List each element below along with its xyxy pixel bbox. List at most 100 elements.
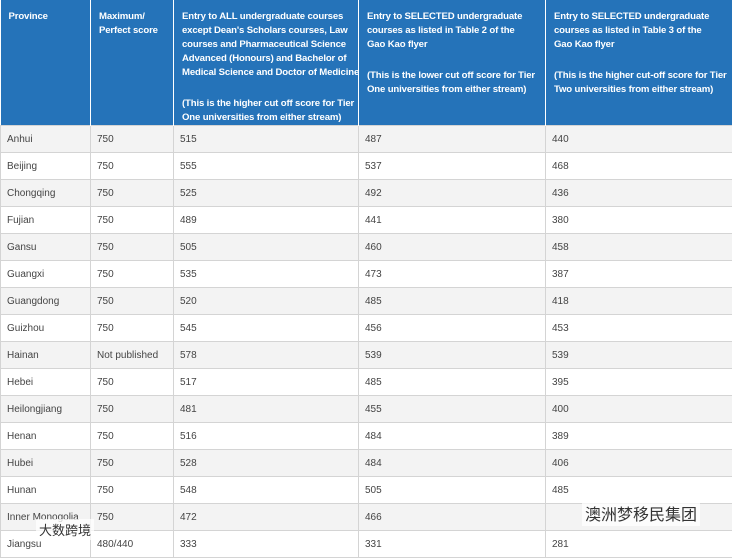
table-cell: Beijing [1, 153, 91, 180]
table-cell: 400 [546, 396, 732, 423]
table-cell: 750 [91, 207, 174, 234]
table-cell: 331 [359, 531, 546, 558]
table-cell: 440 [546, 126, 732, 153]
header-line: Advanced (Honours) and Bachelor of [182, 52, 358, 66]
header-note-line: (This is the lower cut off score for Tie… [367, 69, 545, 83]
table-cell: Anhui [1, 126, 91, 153]
header-line: Province [9, 10, 91, 24]
header-line: Entry to ALL undergraduate courses [182, 10, 358, 24]
table-cell: Hunan [1, 477, 91, 504]
table-cell: 750 [91, 126, 174, 153]
watermark: 澳洲梦移民集团 [582, 500, 700, 526]
header-line: Medical Science and Doctor of Medicine [182, 66, 358, 80]
table-cell: 555 [174, 153, 359, 180]
table-cell: 485 [359, 288, 546, 315]
table-cell: 535 [174, 261, 359, 288]
table-cell: 578 [174, 342, 359, 369]
table-cell: Guangxi [1, 261, 91, 288]
header-note-line: Two universities from either stream) [554, 83, 732, 97]
header-line: courses as listed in Table 3 of the [554, 24, 732, 38]
table-cell: Henan [1, 423, 91, 450]
header-note-line: (This is the higher cut-off score for Ti… [554, 69, 732, 83]
table-cell: 525 [174, 180, 359, 207]
table-cell: 406 [546, 450, 732, 477]
table-cell: Chongqing [1, 180, 91, 207]
table-cell: 505 [359, 477, 546, 504]
table-cell: 481 [174, 396, 359, 423]
header-note-line: One universities from either stream) [182, 111, 358, 125]
table-cell: 333 [174, 531, 359, 558]
header-line: Maximum/ [99, 10, 173, 24]
header-line: Gao Kao flyer [367, 38, 545, 52]
table-cell: Gansu [1, 234, 91, 261]
table-cell: 456 [359, 315, 546, 342]
header-note-line: One universities from either stream) [367, 83, 545, 97]
table-cell: 750 [91, 369, 174, 396]
table-cell: 460 [359, 234, 546, 261]
table-cell: 750 [91, 450, 174, 477]
table-cell: 489 [174, 207, 359, 234]
header-line: Gao Kao flyer [554, 38, 732, 52]
table-cell: 395 [546, 369, 732, 396]
table-cell: Not published [91, 342, 174, 369]
header-line: Entry to SELECTED undergraduate [554, 10, 732, 24]
table-cell: Heilongjiang [1, 396, 91, 423]
table-cell: 485 [359, 369, 546, 396]
table-cell: 387 [546, 261, 732, 288]
table-cell: 515 [174, 126, 359, 153]
table-cell: 484 [359, 450, 546, 477]
table-cell: 545 [174, 315, 359, 342]
table-cell: 492 [359, 180, 546, 207]
table-cell: Hebei [1, 369, 91, 396]
table-cell: Guizhou [1, 315, 91, 342]
table-cell: 473 [359, 261, 546, 288]
table-cell: 750 [91, 315, 174, 342]
table-cell: 458 [546, 234, 732, 261]
table-cell: 548 [174, 477, 359, 504]
header-line: courses and Pharmaceutical Science [182, 38, 358, 52]
header-cell: Maximum/Perfect score [91, 0, 174, 126]
table-cell: 750 [91, 396, 174, 423]
watermark: 大数跨境 [36, 519, 94, 540]
table-cell: 468 [546, 153, 732, 180]
table-cell: 472 [174, 504, 359, 531]
table-cell: 750 [91, 261, 174, 288]
table-cell: 389 [546, 423, 732, 450]
header-note: (This is the higher cut-off score for Ti… [554, 69, 732, 97]
header-line: courses as listed in Table 2 of the [367, 24, 545, 38]
table-cell: 487 [359, 126, 546, 153]
table-cell: 484 [359, 423, 546, 450]
table-cell: 441 [359, 207, 546, 234]
table-cell: 750 [91, 180, 174, 207]
table-cell: 281 [546, 531, 732, 558]
table-cell: 380 [546, 207, 732, 234]
table-cell: 436 [546, 180, 732, 207]
table-cell: 480/440 [91, 531, 174, 558]
header-line: except Dean's Scholars courses, Law [182, 24, 358, 38]
table-cell: Guangdong [1, 288, 91, 315]
table-cell: 750 [91, 153, 174, 180]
table-cell: 517 [174, 369, 359, 396]
table-cell: Hubei [1, 450, 91, 477]
table-cell: 537 [359, 153, 546, 180]
table-cell: 455 [359, 396, 546, 423]
header-note: (This is the lower cut off score for Tie… [367, 69, 545, 97]
table-cell: 750 [91, 477, 174, 504]
